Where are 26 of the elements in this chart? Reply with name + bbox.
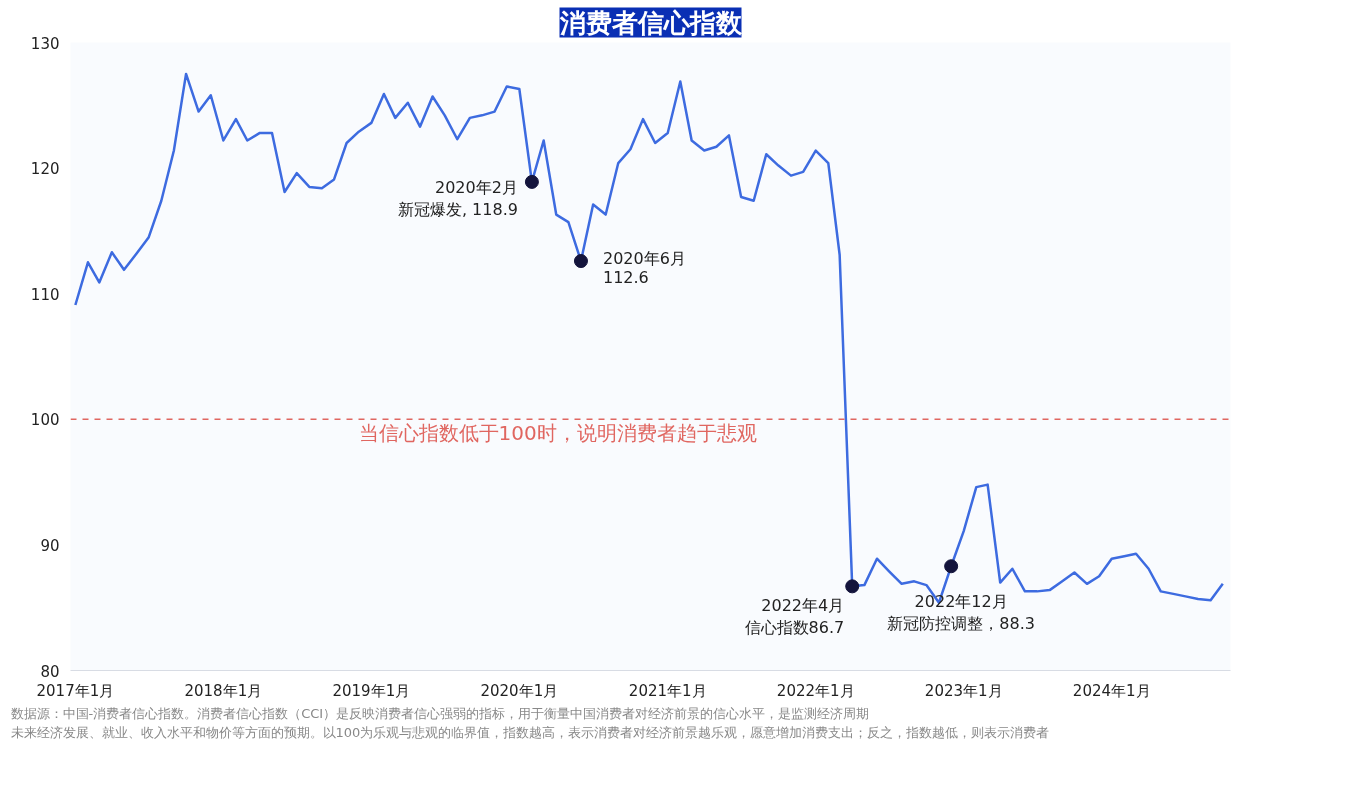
text: 未来经济发展、就业、收入水平和物价等方面的预期。以100为乐观与悲观的临界值，指数越高，表示消费者对经济前景越乐观，愿意增加消费支出；反之，指数越低，则表示消费者 — [10, 724, 1050, 740]
x-tick-label: 2018年1月 — [184, 681, 263, 700]
x-tick-label: 2021年1月 — [628, 681, 707, 700]
annotation: 2020年2月 — [435, 177, 518, 197]
x-tick-label: 2023年1月 — [924, 681, 1003, 700]
x-tick-label: 2019年1月 — [332, 681, 411, 700]
x-tick-label: 2017年1月 — [36, 681, 115, 700]
y-tick-label: 100 — [30, 411, 60, 430]
annotation: 2022年12月 — [914, 592, 1008, 612]
y-tick-label: 120 — [30, 160, 60, 179]
annotation: 112.6 — [602, 268, 649, 288]
text: 数据源：中国-消费者信心指数。消费者信心指数（CCI）是反映消费者信心强弱的指标，用于衡量中国消费者对经济前景的信心水平，是监测经济周期 — [10, 705, 870, 721]
annotation: 2022年4月 — [761, 596, 845, 616]
y-tick-label: 110 — [30, 285, 60, 304]
y-tick-label: 80 — [40, 662, 60, 681]
y-tick-label: 130 — [30, 34, 60, 53]
annotation: 新冠爆发, 118.9 — [397, 199, 518, 219]
annotation: 2020年6月 — [602, 249, 686, 269]
x-tick-label: 2020年1月 — [480, 681, 559, 700]
annotation: 新冠防控调整，88.3 — [887, 614, 1035, 634]
x-tick-label: 2024年1月 — [1072, 681, 1151, 700]
y-tick-label: 90 — [40, 536, 60, 555]
ref-line-label: 当信心指数低于100时，说明消费者趋于悲观 — [358, 421, 757, 446]
x-tick-label: 2022年1月 — [776, 681, 855, 700]
chart-title: 消费者信心指数 — [558, 7, 743, 38]
annotation: 信心指数86.7 — [744, 618, 845, 638]
